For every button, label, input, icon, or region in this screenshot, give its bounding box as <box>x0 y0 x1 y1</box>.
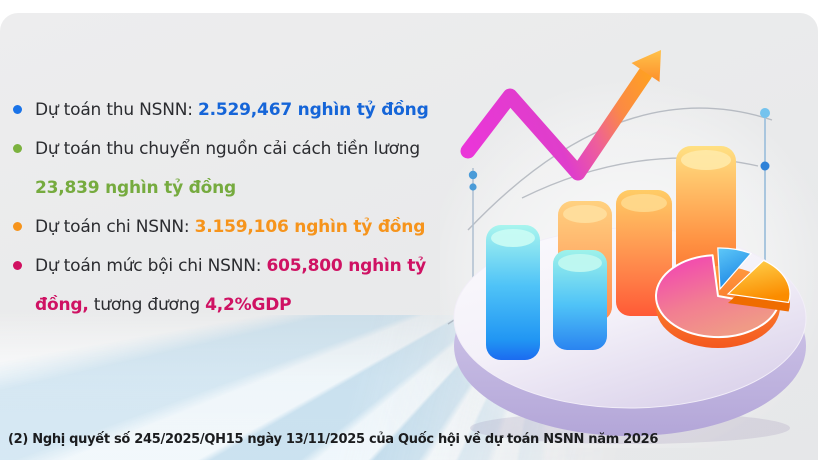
bullet-dot-blue <box>13 105 22 114</box>
guide-dot <box>468 170 478 180</box>
list-item-salary-reform: Dự toán thu chuyển nguồn cải cách tiền l… <box>13 138 463 160</box>
guide-dot <box>760 108 770 118</box>
item-label: Dự toán thu chuyển nguồn cải cách tiền l… <box>35 139 420 159</box>
item-value-pink: 605,800 nghìn tỷ <box>266 256 427 276</box>
budget-list: Dự toán thu NSNN: 2.529,467 nghìn tỷ đồn… <box>13 99 463 333</box>
bar-cyan-tall <box>486 225 540 360</box>
item-value-orange: 3.159,106 nghìn tỷ đồng <box>194 217 426 237</box>
list-item-expenditure: Dự toán chi NSNN: 3.159,106 nghìn tỷ đồn… <box>13 216 463 238</box>
item-label: Dự toán thu NSNN: <box>35 100 199 120</box>
trend-arrow-icon <box>460 50 661 181</box>
item-label: Dự toán mức bội chi NSNN: <box>35 256 267 276</box>
pie-slice-blue <box>717 247 753 291</box>
list-item-deficit-line2: đồng, tương đương 4,2%GDP <box>13 294 463 316</box>
list-item-deficit: Dự toán mức bội chi NSNN: 605,800 nghìn … <box>13 255 463 277</box>
3d-chart-illustration <box>440 50 818 448</box>
bullet-dot-orange <box>13 222 22 231</box>
bar-cyan-short <box>553 250 607 350</box>
footnote: (2) Nghị quyết số 245/2025/QH15 ngày 13/… <box>8 432 659 447</box>
bullet-dot-green <box>13 144 22 153</box>
item-value-green: 23,839 nghìn tỷ đồng <box>35 178 236 198</box>
pie-slice-pink <box>655 254 779 339</box>
pie-chart-icon <box>655 247 791 348</box>
item-value-pink: 4,2%GDP <box>205 295 292 315</box>
bullet-dot-pink <box>13 261 22 270</box>
item-value-blue: 2.529,467 nghìn tỷ đồng <box>198 100 429 120</box>
guide-dot <box>469 183 477 191</box>
pie-slice-yellow <box>726 259 791 304</box>
item-label: Dự toán chi NSNN: <box>35 217 195 237</box>
guide-dot <box>760 161 770 171</box>
item-value-pink: đồng, <box>35 295 89 315</box>
list-item-revenue: Dự toán thu NSNN: 2.529,467 nghìn tỷ đồn… <box>13 99 463 121</box>
list-item-salary-reform-value: 23,839 nghìn tỷ đồng <box>13 177 463 199</box>
item-text: tương đương <box>88 295 206 315</box>
slide-card: Dự toán thu NSNN: 2.529,467 nghìn tỷ đồn… <box>0 13 818 460</box>
